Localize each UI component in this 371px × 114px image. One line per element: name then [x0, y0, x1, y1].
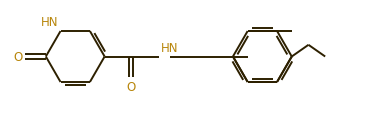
- Text: HN: HN: [41, 16, 59, 29]
- Text: O: O: [127, 80, 136, 93]
- Text: HN: HN: [161, 41, 178, 54]
- Text: O: O: [13, 51, 23, 63]
